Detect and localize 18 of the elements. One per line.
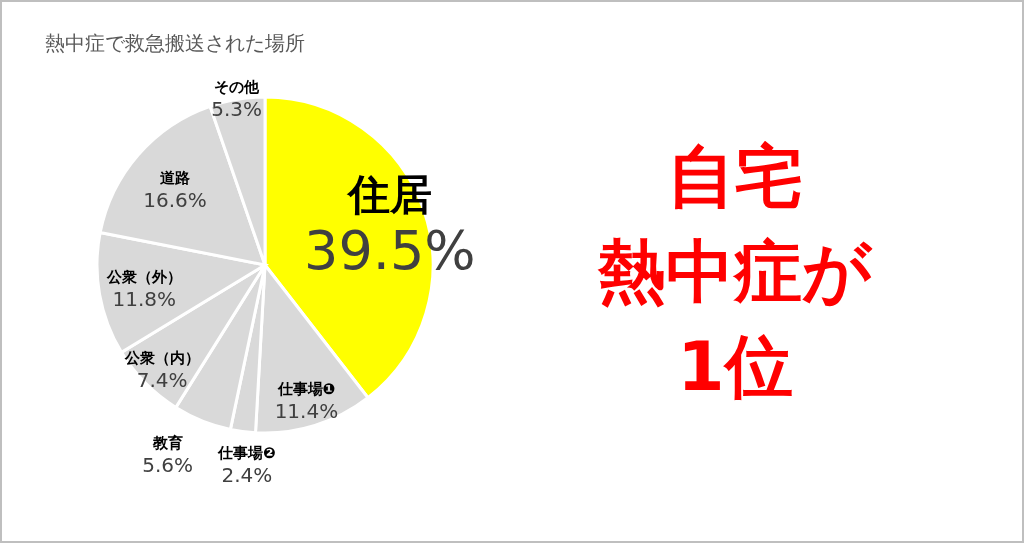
slice-label: 公衆（内） xyxy=(123,348,200,367)
data-label: 7.4% xyxy=(136,367,188,392)
slice-label: その他 xyxy=(214,78,261,97)
data-label: 5.3% xyxy=(211,97,263,122)
slice-label: 教育 xyxy=(151,433,183,452)
data-label: 5.6% xyxy=(142,452,194,477)
data-label: 16.6% xyxy=(143,187,207,212)
text: 自宅 xyxy=(667,137,803,216)
slice-label: 公衆（外） xyxy=(105,268,182,287)
slice-label: 仕事場❶ xyxy=(276,380,336,399)
data-label: 2.4% xyxy=(221,462,273,487)
text: 熱中症が xyxy=(597,232,873,311)
data-label: 11.8% xyxy=(112,287,177,312)
slice-label: 仕事場❷ xyxy=(217,443,276,462)
chart-title: 熱中症で救急搬送された場所 xyxy=(45,31,305,55)
text: 1位 xyxy=(677,327,793,406)
data-label: 11.4% xyxy=(274,399,339,424)
slice-label: 道路 xyxy=(160,168,191,187)
